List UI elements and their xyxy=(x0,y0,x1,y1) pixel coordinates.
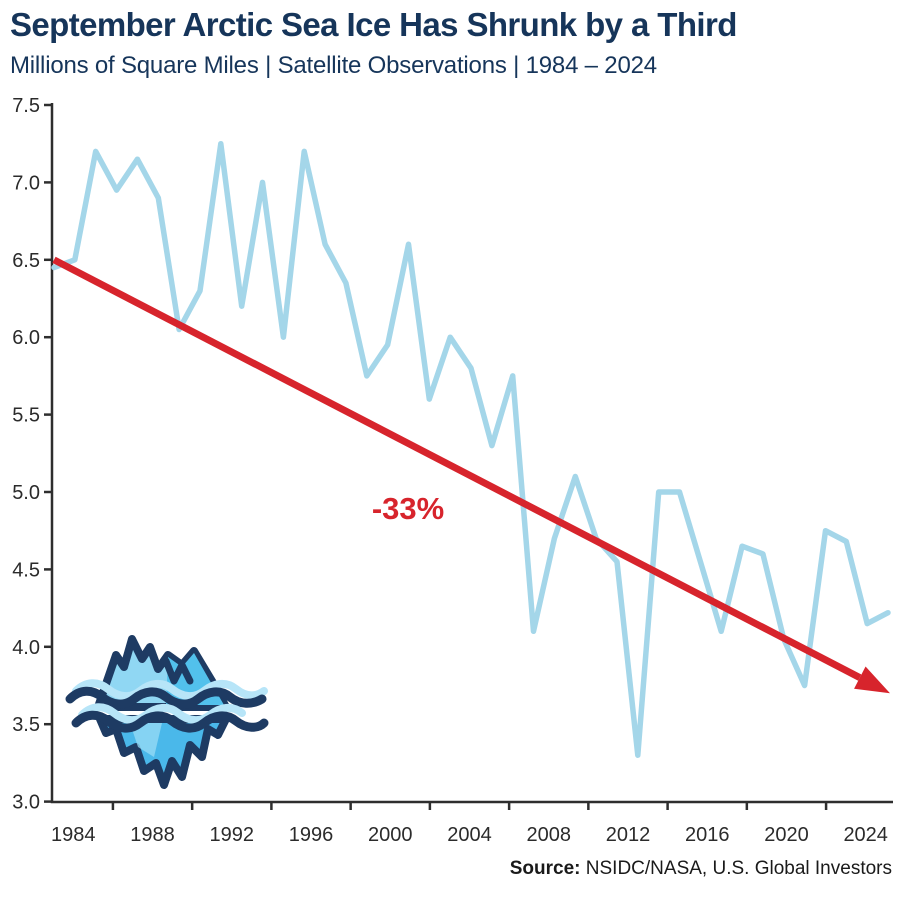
trend-arrowhead xyxy=(854,666,890,694)
x-axis-tick-label: 1988 xyxy=(130,824,175,846)
y-axis-tick-label: 5.5 xyxy=(12,405,40,427)
source-text: NSIDC/NASA, U.S. Global Investors xyxy=(580,858,892,879)
source-label: Source: xyxy=(509,858,581,879)
y-axis-tick-label: 4.0 xyxy=(12,637,40,659)
sea-ice-polyline xyxy=(51,140,891,758)
iceberg-crack xyxy=(162,657,194,685)
page-title: September Arctic Sea Ice Has Shrunk by a… xyxy=(10,6,737,43)
wave-highlight-top xyxy=(72,679,268,700)
x-axis-tick-label: 1992 xyxy=(210,824,255,846)
iceberg-underwater-highlight xyxy=(130,723,162,757)
x-axis-tick-label: 2016 xyxy=(685,824,730,846)
x-axis-labels: 1984 1988 1992 1996 2000 2004 2008 2012 2016 2020… xyxy=(51,824,888,846)
y-axis-tick-label: 3.0 xyxy=(12,792,40,814)
x-axis-tick-label: 2020 xyxy=(764,824,809,846)
trend-arrow xyxy=(52,256,890,694)
y-axis-labels: 7.5 7.0 6.5 6.0 5.5 5.0 4.5 4.0 3.5 3.0 xyxy=(12,95,40,814)
wave-line-bottom xyxy=(71,710,269,733)
x-axis-tick-label: 2012 xyxy=(606,824,651,846)
y-axis-tick-label: 3.5 xyxy=(12,714,40,736)
x-axis-tick-label: 2024 xyxy=(843,824,888,846)
axes xyxy=(44,103,893,810)
y-axis-tick-label: 5.0 xyxy=(12,482,40,504)
y-axis-tick-label: 7.0 xyxy=(12,172,40,194)
y-axis-tick-label: 7.5 xyxy=(12,95,40,117)
x-axis-tick-label: 1984 xyxy=(51,824,96,846)
y-axis-tick-label: 6.5 xyxy=(12,250,40,272)
x-axis-tick-label: 2004 xyxy=(447,824,492,846)
source-line: Source: NSIDC/NASA, U.S. Global Investor… xyxy=(510,858,892,880)
trend-line xyxy=(52,256,862,681)
page-subtitle: Millions of Square Miles | Satellite Obs… xyxy=(10,52,657,79)
trend-label: -33% xyxy=(372,491,444,526)
x-axis-tick-label: 2008 xyxy=(526,824,571,846)
sea-ice-line xyxy=(51,140,891,758)
y-axis-tick-label: 6.0 xyxy=(12,327,40,349)
iceberg-icon xyxy=(65,635,269,789)
x-axis-tick-label: 1996 xyxy=(289,824,334,846)
x-axis-tick-label: 2000 xyxy=(368,824,413,846)
iceberg-underwater xyxy=(96,715,230,789)
y-axis-tick-label: 4.5 xyxy=(12,559,40,581)
wave-line-top xyxy=(65,686,267,709)
